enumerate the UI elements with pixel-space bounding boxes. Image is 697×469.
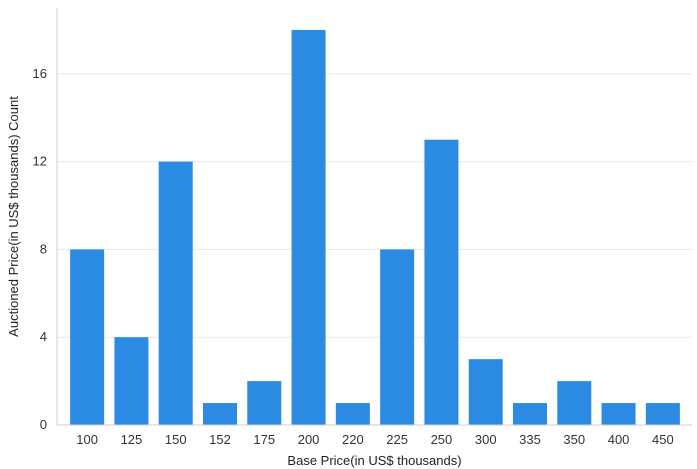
x-tick-label: 400 [608, 432, 630, 447]
bar-150[interactable] [158, 161, 193, 425]
y-tick-label: 0 [40, 417, 47, 432]
x-tick-label: 450 [652, 432, 674, 447]
x-tick-label: 350 [563, 432, 585, 447]
x-tick-label: 152 [209, 432, 231, 447]
bar-335[interactable] [513, 403, 547, 425]
x-tick-label: 200 [298, 432, 320, 447]
y-tick-labels: 0 4 8 12 16 [33, 66, 47, 432]
x-tick-label: 335 [519, 432, 541, 447]
bar-400[interactable] [601, 403, 636, 425]
x-tick-label: 175 [253, 432, 275, 447]
x-tick-label: 300 [475, 432, 497, 447]
x-tick-label: 250 [431, 432, 453, 447]
y-tick-label: 16 [33, 66, 47, 81]
x-axis-title: Base Price(in US$ thousands) [287, 453, 461, 468]
x-tick-label: 220 [342, 432, 364, 447]
bar-152[interactable] [203, 403, 237, 425]
bar-250[interactable] [424, 139, 459, 425]
x-tick-label: 125 [121, 432, 143, 447]
gridlines [57, 73, 692, 338]
bar-225[interactable] [380, 249, 415, 425]
y-tick-label: 12 [33, 154, 47, 169]
bar-220[interactable] [335, 403, 370, 425]
bar-100[interactable] [70, 249, 105, 425]
bar-175[interactable] [247, 381, 282, 425]
x-tick-labels: 100 125 150 152 175 200 220 225 250 300 335 350 400 4… [76, 432, 673, 447]
x-tick-label: 150 [165, 432, 187, 447]
y-axis-title: Auctioned Price(in US$ thousands) Count [6, 96, 21, 337]
bar-125[interactable] [114, 337, 149, 425]
x-tick-label: 225 [386, 432, 408, 447]
bar-450[interactable] [645, 403, 680, 425]
y-tick-label: 8 [40, 241, 47, 256]
bars [70, 29, 680, 426]
bar-200[interactable] [291, 29, 326, 426]
x-tick-label: 100 [76, 432, 98, 447]
bar-300[interactable] [468, 359, 503, 425]
y-tick-label: 4 [40, 329, 47, 344]
bar-350[interactable] [557, 381, 592, 425]
